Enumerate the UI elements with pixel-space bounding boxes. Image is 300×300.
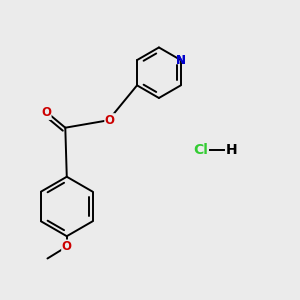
Text: O: O (105, 114, 115, 127)
Text: H: H (226, 143, 237, 157)
Text: O: O (62, 240, 72, 253)
Text: N: N (176, 54, 186, 67)
Text: Cl: Cl (193, 143, 208, 157)
Text: N: N (176, 54, 186, 67)
Text: O: O (41, 106, 51, 119)
Text: N: N (176, 54, 186, 67)
